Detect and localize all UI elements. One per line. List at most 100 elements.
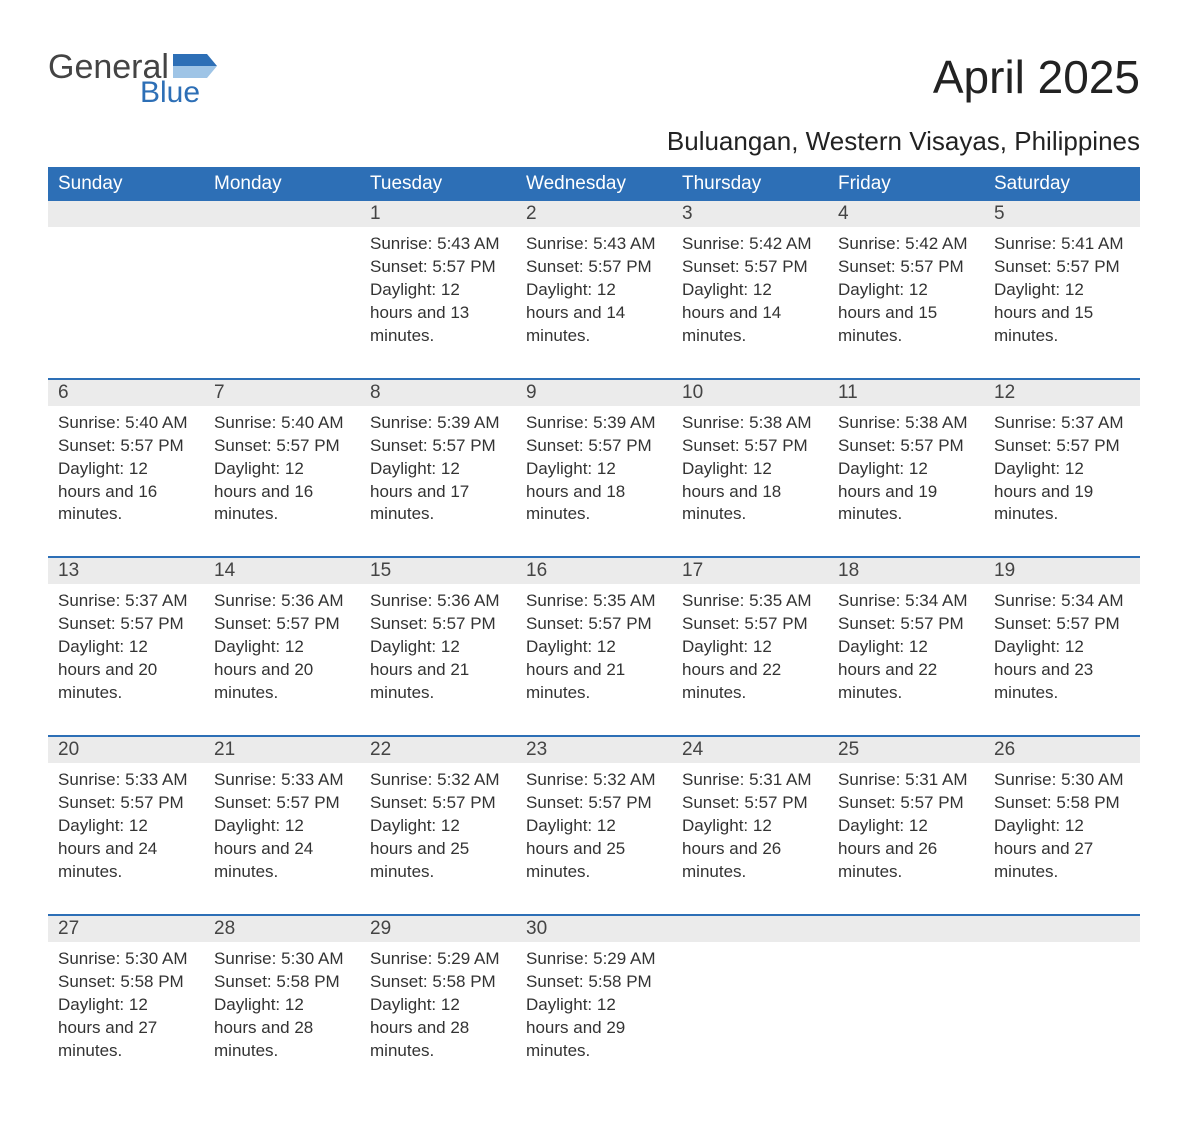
day-number: 8 [360,380,516,406]
day-number: 6 [48,380,204,406]
sunset-value: 5:57 PM [900,793,963,812]
sunrise: Sunrise: 5:41 AM [994,233,1130,256]
sunset-label: Sunset: [370,972,428,991]
sunrise: Sunrise: 5:34 AM [994,590,1130,613]
day-cell: Sunrise: 5:29 AMSunset: 5:58 PMDaylight:… [516,942,672,1093]
header: General Blue April 2025 [48,50,1140,108]
sunrise-value: 5:34 AM [905,591,967,610]
sunset: Sunset: 5:57 PM [682,613,818,636]
sunset-label: Sunset: [682,257,740,276]
daylight: Daylight: 12 hours and 17 minutes. [370,458,506,527]
sunset-value: 5:57 PM [432,436,495,455]
sunset-label: Sunset: [526,793,584,812]
day-cell: Sunrise: 5:35 AMSunset: 5:57 PMDaylight:… [672,584,828,736]
sunrise-value: 5:36 AM [437,591,499,610]
daylight: Daylight: 12 hours and 18 minutes. [682,458,818,527]
sunrise-label: Sunrise: [370,591,432,610]
sunrise-value: 5:32 AM [437,770,499,789]
sunset: Sunset: 5:57 PM [370,613,506,636]
sunrise-value: 5:42 AM [905,234,967,253]
daylight-label: Daylight: [682,637,748,656]
daylight-label: Daylight: [526,280,592,299]
sunrise-value: 5:40 AM [281,413,343,432]
day-header: Saturday [984,167,1140,201]
logo-word-blue: Blue [140,78,217,108]
sunrise: Sunrise: 5:42 AM [838,233,974,256]
sunrise: Sunrise: 5:31 AM [838,769,974,792]
sunrise-value: 5:43 AM [593,234,655,253]
sunset: Sunset: 5:57 PM [526,256,662,279]
sunrise-value: 5:31 AM [749,770,811,789]
daylight-label: Daylight: [682,280,748,299]
sunset-label: Sunset: [526,436,584,455]
sunrise-label: Sunrise: [58,591,120,610]
sunrise: Sunrise: 5:32 AM [370,769,506,792]
daylight-label: Daylight: [370,280,436,299]
daylight-label: Daylight: [58,816,124,835]
sunset-value: 5:57 PM [744,793,807,812]
sunrise: Sunrise: 5:39 AM [370,412,506,435]
daylight-label: Daylight: [526,816,592,835]
sunrise-label: Sunrise: [214,591,276,610]
sunrise-label: Sunrise: [526,413,588,432]
day-number: 23 [516,737,672,763]
day-cell: Sunrise: 5:33 AMSunset: 5:57 PMDaylight:… [48,763,204,915]
day-number: 2 [516,201,672,227]
daylight-label: Daylight: [370,637,436,656]
daylight: Daylight: 12 hours and 13 minutes. [370,279,506,348]
day-cell: Sunrise: 5:39 AMSunset: 5:57 PM Daylight:… [360,406,516,558]
sunrise-value: 5:41 AM [1061,234,1123,253]
day-number: 10 [672,380,828,406]
sunrise-label: Sunrise: [526,591,588,610]
daylight-label: Daylight: [838,816,904,835]
sunrise-value: 5:39 AM [593,413,655,432]
sunrise-label: Sunrise: [370,234,432,253]
sunrise: Sunrise: 5:40 AM [214,412,350,435]
empty-cell [204,227,360,379]
daylight: Daylight: 12 hours and 26 minutes. [838,815,974,884]
day-number: 22 [360,737,516,763]
day-header: Friday [828,167,984,201]
sunset: Sunset: 5:57 PM [58,792,194,815]
empty-cell [828,942,984,1093]
day-detail-row: Sunrise: 5:40 AM Sunset: 5:57 PM Daylight:… [48,406,1140,558]
sunset-label: Sunset: [994,436,1052,455]
sunset-label: Sunset: [838,257,896,276]
daylight: Daylight: 12 hours and 25 minutes. [370,815,506,884]
daylight-label: Daylight: [682,816,748,835]
sunset: Sunset: 5:57 PM [526,613,662,636]
sunrise-label: Sunrise: [838,413,900,432]
day-number-row: 20212223242526 [48,737,1140,763]
sunrise: Sunrise: 5:31 AM [682,769,818,792]
daylight-label: Daylight: [370,816,436,835]
sunset: Sunset: 5:58 PM [214,971,350,994]
empty-cell [48,227,204,379]
day-number-row: 27282930 [48,916,1140,942]
sunrise: Sunrise: 5:29 AM [370,948,506,971]
sunrise-label: Sunrise: [526,949,588,968]
day-number: 1 [360,201,516,227]
sunrise-value: 5:37 AM [125,591,187,610]
day-number: 4 [828,201,984,227]
day-cell: Sunrise: 5:42 AMSunset: 5:57 PMDaylight:… [672,227,828,379]
sunrise: Sunrise: 5:43 AM [526,233,662,256]
sunset-label: Sunset: [370,436,428,455]
day-cell: Sunrise: 5:40 AMSunset: 5:57 PMDaylight:… [48,406,204,558]
sunrise-value: 5:30 AM [1061,770,1123,789]
sunset-value: 5:58 PM [588,972,651,991]
sunrise-value: 5:29 AM [437,949,499,968]
day-number-row: 12345 [48,201,1140,227]
sunset-value: 5:57 PM [432,793,495,812]
sunset-label: Sunset: [682,614,740,633]
day-number: 18 [828,558,984,584]
sunset-label: Sunset: [994,257,1052,276]
sunset: Sunset: 5:57 PM [994,613,1130,636]
daylight-label: Daylight: [838,637,904,656]
sunset: Sunset: 5:57 PM [682,792,818,815]
daylight: Daylight: 12 hours and 21 minutes. [370,636,506,705]
daylight: Daylight: 12 hours and 29 minutes. [526,994,662,1063]
day-cell: Sunrise: 5:41 AMSunset: 5:57 PMDaylight:… [984,227,1140,379]
daylight: Daylight: 12 hours and 27 minutes. [58,994,194,1063]
daylight: Daylight: 12 hours and 14 minutes. [682,279,818,348]
empty-cell [48,201,204,227]
